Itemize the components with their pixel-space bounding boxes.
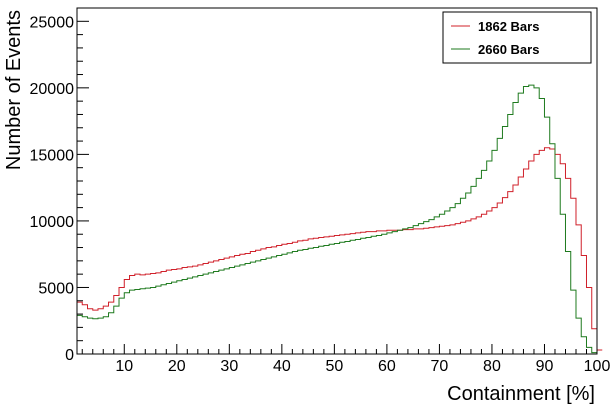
x-tick-label: 100 (584, 358, 611, 375)
y-tick-label: 10000 (30, 214, 75, 231)
y-axis-title: Number of Events (3, 10, 25, 170)
legend: 1862 Bars 2660 Bars (442, 11, 592, 64)
y-tick-label: 20000 (30, 81, 75, 98)
legend-box (442, 11, 592, 64)
y-tick-label: 15000 (30, 147, 75, 164)
legend-label-1862-bars: 1862 Bars (478, 19, 539, 34)
x-tick-label: 80 (483, 358, 501, 375)
y-tick-label: 0 (65, 347, 74, 364)
x-tick-label: 40 (273, 358, 291, 375)
x-tick-label: 10 (115, 358, 133, 375)
axis-ticks: 10 20 30 40 50 60 70 80 90 100 0 5000 10000 15000 2000… (30, 14, 611, 375)
x-tick-label: 50 (325, 358, 343, 375)
x-tick-label: 90 (536, 358, 554, 375)
x-tick-label: 30 (220, 358, 238, 375)
series-layer (77, 84, 603, 354)
y-tick-label: 25000 (30, 14, 75, 31)
x-tick-label: 60 (378, 358, 396, 375)
y-tick-label: 5000 (38, 280, 74, 297)
series-line-1862-bars (77, 147, 603, 351)
series-line-2660-bars (77, 84, 597, 354)
x-tick-label: 20 (168, 358, 186, 375)
x-axis-title: Containment [%] (447, 383, 595, 405)
legend-label-2660-bars: 2660 Bars (478, 42, 539, 57)
x-tick-label: 70 (431, 358, 449, 375)
